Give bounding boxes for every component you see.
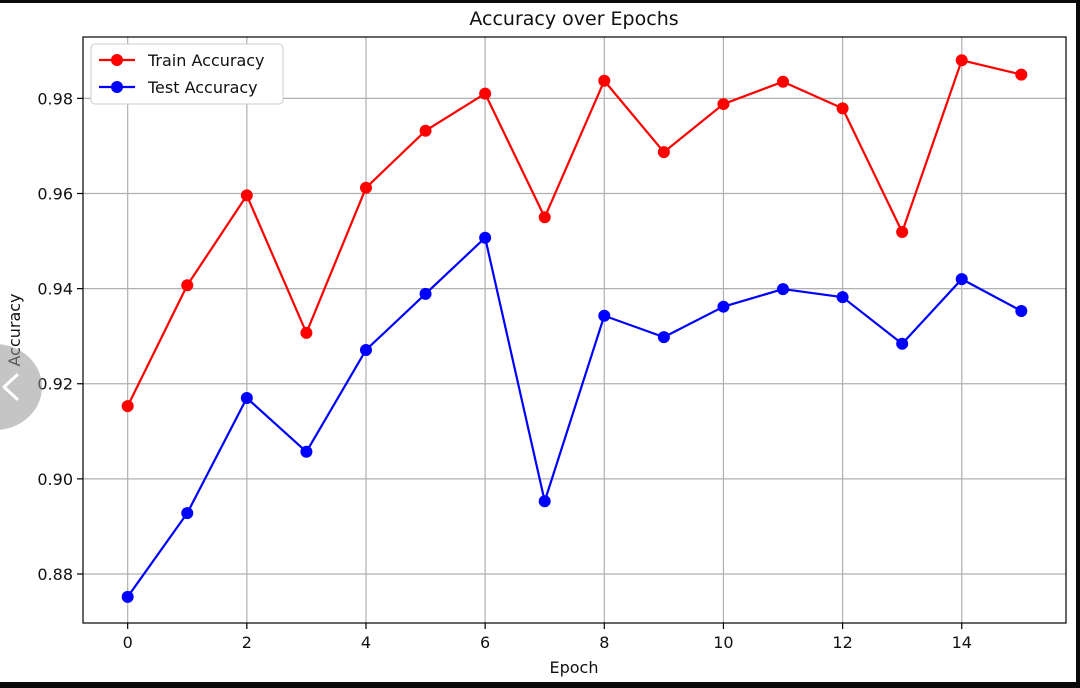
train-accuracy-point [777,75,790,88]
test-accuracy-point [121,590,134,603]
x-tick-label: 8 [599,633,609,652]
chevron-left-icon [2,373,19,401]
x-tick-label: 14 [952,633,972,652]
train-accuracy-point [836,102,849,115]
train-accuracy-point [359,181,372,194]
y-tick-label: 0.96 [37,184,73,203]
train-accuracy-point [955,54,968,67]
test-accuracy-line [126,236,1022,598]
train-accuracy-point [419,124,432,137]
train-accuracy-point [300,326,313,339]
right-edge [1076,0,1080,688]
test-accuracy-point [657,331,670,344]
y-axis-ticks: 0.88 0.90 0.92 0.94 0.96 0.98 [37,89,83,584]
test-accuracy-point [955,273,968,286]
series-layer [121,54,1028,603]
legend-train-label: Train Accuracy [147,51,265,70]
train-accuracy-point [479,87,492,100]
train-accuracy-point [1015,68,1028,81]
grid [83,37,1066,623]
test-accuracy-point [419,287,432,300]
x-axis-label: Epoch [550,658,599,677]
legend-train-marker [111,54,123,66]
test-accuracy-point [359,343,372,356]
test-accuracy-point [717,300,730,313]
y-tick-label: 0.94 [37,280,73,299]
y-tick-label: 0.90 [37,470,73,489]
x-tick-label: 4 [361,633,371,652]
test-accuracy-point [479,231,492,244]
train-accuracy-point [538,211,551,224]
x-tick-label: 2 [242,633,252,652]
train-accuracy-point [121,400,134,413]
x-axis-ticks: 0 2 4 6 8 10 12 14 [123,623,972,652]
train-accuracy-point [240,189,253,202]
top-edge [0,0,1080,3]
train-accuracy-point [717,98,730,111]
test-accuracy-point [240,392,253,405]
test-accuracy-point [300,445,313,458]
legend-test-label: Test Accuracy [147,78,258,97]
test-accuracy-point [777,283,790,296]
train-accuracy-point [896,226,909,239]
legend-box [90,43,284,105]
bottom-edge [0,682,1080,688]
y-tick-label: 0.98 [37,89,73,108]
train-accuracy-point [657,146,670,159]
train-accuracy-point [598,74,611,87]
x-tick-label: 12 [832,633,852,652]
y-tick-label: 0.92 [37,375,73,394]
test-accuracy-point [538,495,551,508]
test-accuracy-point [836,291,849,304]
x-tick-label: 0 [123,633,133,652]
chart-title: Accuracy over Epochs [469,8,678,30]
legend: Train Accuracy Test Accuracy [90,43,284,105]
test-accuracy-point [181,507,194,520]
train-accuracy-line [126,59,1022,407]
y-tick-label: 0.88 [37,565,73,584]
test-accuracy-point [896,337,909,350]
x-tick-label: 10 [713,633,733,652]
test-accuracy-point [598,309,611,322]
test-accuracy-point [1015,304,1028,317]
plot-frame [82,36,1067,624]
legend-test-marker [111,81,123,93]
train-accuracy-point [181,279,194,292]
x-tick-label: 6 [480,633,490,652]
